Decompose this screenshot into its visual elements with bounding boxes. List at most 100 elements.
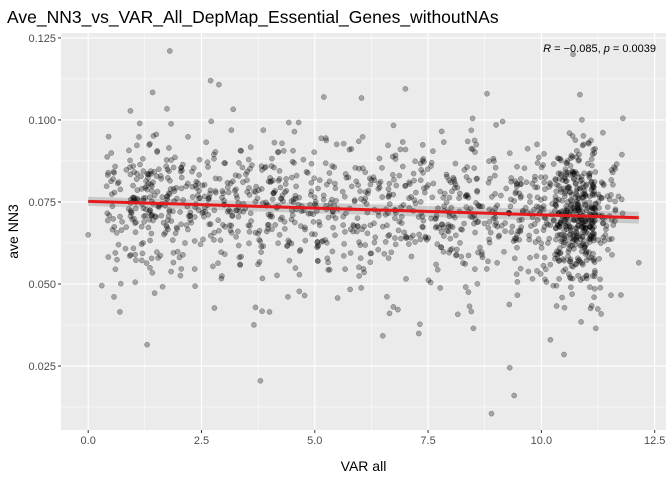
- data-point: [310, 218, 317, 225]
- data-point: [582, 225, 589, 231]
- data-point: [557, 155, 564, 162]
- data-point: [258, 186, 265, 192]
- data-point: [170, 208, 176, 215]
- data-point: [228, 222, 235, 229]
- data-point: [503, 185, 510, 192]
- data-point: [246, 223, 253, 229]
- data-point: [314, 257, 321, 264]
- data-point: [462, 284, 469, 290]
- data-point: [312, 231, 318, 238]
- data-point: [258, 243, 265, 250]
- data-point: [233, 192, 240, 198]
- data-point: [592, 169, 599, 175]
- data-point: [453, 246, 460, 253]
- data-point: [320, 196, 327, 203]
- data-point: [174, 226, 180, 232]
- data-point: [555, 170, 562, 177]
- data-point: [324, 239, 330, 246]
- data-point: [150, 179, 156, 185]
- data-point: [221, 197, 227, 204]
- data-point: [452, 232, 459, 239]
- data-point: [212, 175, 219, 182]
- data-point: [562, 193, 568, 200]
- data-point: [552, 202, 559, 208]
- data-point: [559, 177, 566, 183]
- data-point: [421, 185, 427, 191]
- data-point: [513, 237, 519, 243]
- data-point: [567, 231, 573, 238]
- data-point: [462, 193, 469, 200]
- data-point: [463, 192, 470, 198]
- data-point: [576, 257, 583, 263]
- data-point: [356, 165, 363, 172]
- data-point: [196, 187, 202, 194]
- data-point: [325, 259, 331, 266]
- data-point: [591, 188, 597, 195]
- data-point: [561, 232, 568, 239]
- data-point: [472, 266, 478, 272]
- data-point: [575, 157, 582, 164]
- data-point: [451, 176, 457, 183]
- data-point: [166, 191, 173, 197]
- data-point: [276, 168, 283, 174]
- data-point: [578, 219, 585, 226]
- data-point: [590, 183, 596, 189]
- data-point: [473, 199, 479, 206]
- x-axis-title: VAR all: [341, 458, 387, 474]
- data-point: [580, 184, 587, 191]
- data-point: [322, 135, 329, 141]
- data-point: [407, 234, 414, 241]
- data-point: [587, 223, 593, 230]
- data-point: [259, 167, 265, 173]
- data-point: [268, 163, 275, 169]
- data-point: [358, 285, 365, 291]
- data-point: [304, 170, 311, 176]
- data-point: [343, 210, 349, 217]
- data-point: [492, 190, 498, 197]
- data-point: [464, 138, 471, 145]
- data-point: [311, 149, 318, 155]
- data-point: [514, 183, 520, 190]
- data-point: [567, 227, 574, 233]
- data-point: [506, 364, 513, 371]
- data-point: [148, 171, 154, 177]
- data-point: [595, 237, 602, 243]
- data-point: [252, 229, 259, 236]
- data-point: [164, 175, 171, 181]
- data-point: [173, 184, 180, 191]
- data-point: [290, 196, 297, 203]
- data-point: [126, 253, 133, 259]
- data-point: [600, 180, 606, 187]
- data-point: [153, 173, 160, 179]
- data-point: [568, 197, 575, 204]
- data-point: [584, 272, 590, 279]
- data-point: [420, 156, 427, 162]
- data-point: [229, 213, 235, 219]
- data-point: [253, 183, 260, 190]
- data-point: [154, 249, 160, 255]
- regression-line: [88, 199, 639, 220]
- data-point: [226, 207, 232, 213]
- data-point: [411, 197, 418, 203]
- data-point: [196, 172, 202, 178]
- data-point: [440, 194, 447, 201]
- data-point: [587, 284, 593, 290]
- data-point: [496, 232, 503, 239]
- data-point: [486, 236, 492, 243]
- data-point: [392, 156, 399, 162]
- data-point: [438, 229, 445, 235]
- data-point: [479, 254, 486, 261]
- data-point: [249, 162, 255, 168]
- data-point: [596, 194, 603, 200]
- data-point: [371, 239, 378, 246]
- data-point: [574, 193, 581, 199]
- data-point: [572, 207, 579, 214]
- data-point: [599, 195, 605, 201]
- data-point: [108, 150, 115, 156]
- data-point: [201, 181, 208, 188]
- data-point: [562, 266, 569, 272]
- data-point: [386, 191, 393, 197]
- data-point: [319, 238, 326, 244]
- data-point: [178, 165, 184, 171]
- data-point: [582, 192, 589, 198]
